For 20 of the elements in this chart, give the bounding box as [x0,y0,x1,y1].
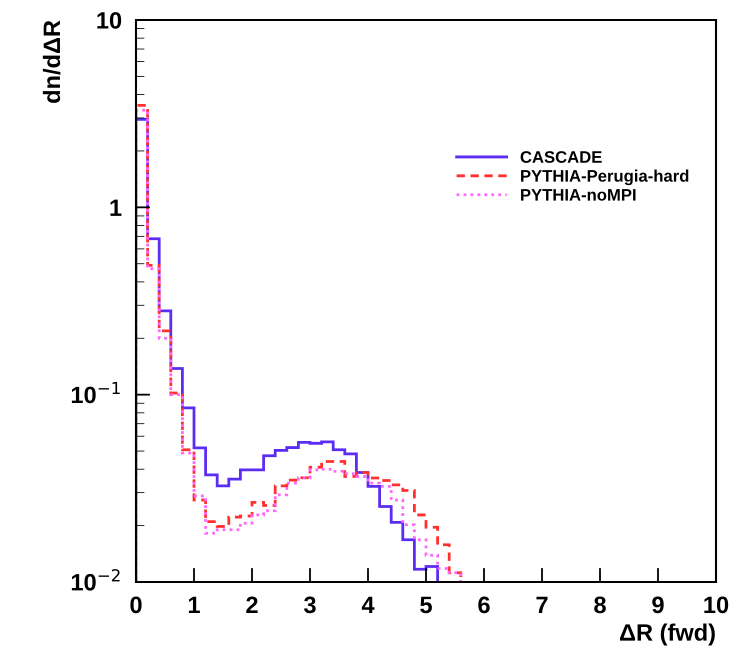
x-tick-label: 8 [594,596,606,614]
x-tick-label: 9 [652,596,664,614]
x-tick-label: 5 [420,596,432,614]
x-tick-label: 3 [304,596,316,614]
y-tick-label: 10$^{−2}$ [72,569,120,591]
x-tick-label: 6 [478,596,490,614]
y-tick-label: 10 [97,12,122,29]
legend-label: PYTHIA-noMPI [521,189,636,201]
legend-label: PYTHIA-Perugia-hard [521,170,688,186]
x-tick-label: 2 [246,596,258,613]
x-axis-title: ΔR (fwd) [620,623,715,646]
x-tick-label: 4 [362,596,374,613]
x-tick-label: 10 [704,596,728,614]
x-tick-label: 1 [188,596,200,613]
y-axis-title: dn/dΔR [42,20,60,103]
y-tick-label: 1 [110,200,122,216]
legend-label: CASCADE [520,151,602,163]
x-tick-label: 0 [130,596,142,614]
x-tick-label: 7 [536,596,548,613]
y-tick-label: 10$^{−1}$ [72,382,120,404]
